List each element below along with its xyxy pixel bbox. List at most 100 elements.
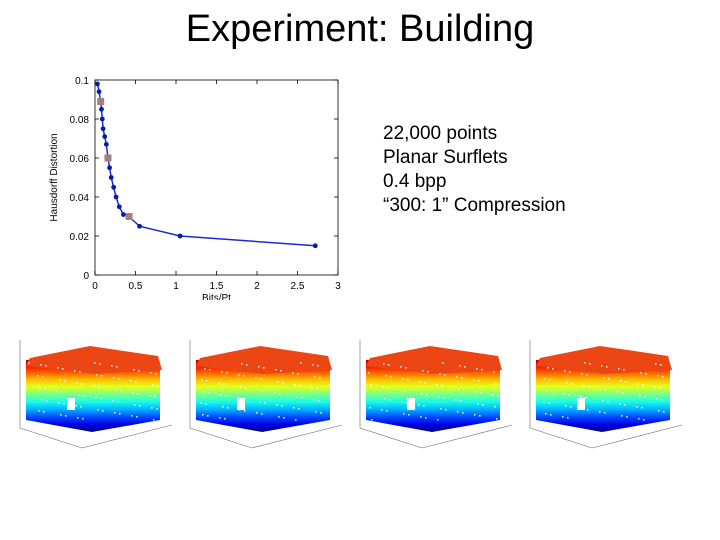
- point-gap: [45, 365, 47, 367]
- render-y-axis: [81, 424, 173, 449]
- point-gap: [78, 394, 80, 396]
- point-gap: [547, 367, 549, 369]
- point-gap: [426, 394, 428, 396]
- data-point: [99, 116, 105, 122]
- point-gap: [281, 405, 283, 407]
- point-gap: [570, 406, 572, 408]
- point-gap: [157, 385, 159, 387]
- point-gap: [294, 384, 296, 386]
- point-gap: [59, 379, 61, 381]
- point-gap: [201, 379, 203, 381]
- data-point: [137, 223, 142, 229]
- point-gap: [205, 403, 207, 405]
- point-gap: [408, 414, 410, 416]
- point-gap: [549, 379, 551, 381]
- point-gap: [130, 380, 132, 382]
- point-gap: [565, 405, 567, 407]
- data-point: [120, 212, 126, 217]
- building-render-1: [19, 340, 173, 449]
- point-gap: [83, 395, 85, 397]
- point-gap: [464, 366, 466, 368]
- x-tick-label: 1.5: [210, 281, 224, 292]
- point-gap: [244, 410, 246, 412]
- point-gap: [657, 375, 659, 377]
- point-gap: [76, 382, 78, 384]
- point-gap: [550, 414, 552, 416]
- data-point: [107, 165, 112, 171]
- point-gap: [403, 413, 405, 415]
- point-gap: [602, 400, 604, 402]
- point-gap: [655, 363, 657, 365]
- point-gap: [102, 410, 104, 412]
- point-gap: [589, 363, 591, 365]
- x-tick-label: 0.5: [129, 281, 143, 292]
- point-gap: [369, 407, 371, 409]
- point-gap: [419, 381, 421, 383]
- point-gap: [263, 367, 265, 369]
- detail-compression: “300: 1” Compression: [383, 195, 566, 216]
- point-gap: [621, 415, 623, 417]
- point-gap: [566, 382, 568, 384]
- point-gap: [112, 400, 114, 402]
- point-gap: [406, 402, 408, 404]
- point-gap: [400, 366, 402, 368]
- detail-point-count: 22,000 points: [383, 123, 498, 144]
- point-gap: [264, 402, 266, 404]
- point-gap: [383, 363, 385, 365]
- point-gap: [153, 419, 155, 421]
- point-gap: [246, 364, 248, 366]
- point-gap: [95, 397, 97, 399]
- y-tick-label: 0.04: [70, 193, 90, 204]
- point-gap: [75, 405, 77, 407]
- point-gap: [388, 364, 390, 366]
- data-point: [113, 194, 119, 200]
- render-x-axis: [19, 427, 83, 449]
- point-gap: [605, 389, 607, 391]
- point-gap: [546, 390, 548, 392]
- data-point: [111, 184, 117, 190]
- point-gap: [41, 399, 43, 401]
- point-gap: [626, 416, 628, 418]
- point-gap: [636, 406, 638, 408]
- point-gap: [225, 395, 227, 397]
- point-gap: [277, 381, 279, 383]
- point-gap: [100, 398, 102, 400]
- point-gap: [625, 381, 627, 383]
- point-gap: [299, 385, 301, 387]
- point-gap: [206, 380, 208, 382]
- point-gap: [61, 391, 63, 393]
- point-gap: [318, 400, 320, 402]
- point-gap: [581, 373, 583, 375]
- point-gap: [79, 371, 81, 373]
- point-gap: [569, 371, 571, 373]
- point-gap: [28, 362, 30, 364]
- point-gap: [200, 402, 202, 404]
- point-gap: [568, 394, 570, 396]
- point-gap: [482, 404, 484, 406]
- point-gap: [563, 393, 565, 395]
- point-gap: [571, 383, 573, 385]
- point-gap: [381, 409, 383, 411]
- point-gap: [640, 372, 642, 374]
- point-gap: [276, 404, 278, 406]
- point-gap: [656, 398, 658, 400]
- point-gap: [298, 408, 300, 410]
- point-gap: [311, 387, 313, 389]
- point-gap: [462, 412, 464, 414]
- point-gap: [474, 414, 476, 416]
- point-gap: [495, 383, 497, 385]
- render-x-axis: [529, 427, 593, 449]
- point-gap: [58, 402, 60, 404]
- point-gap: [293, 407, 295, 409]
- point-gap: [425, 417, 427, 419]
- point-gap: [223, 383, 225, 385]
- point-gap: [587, 409, 589, 411]
- point-gap: [404, 390, 406, 392]
- x-tick-label: 2.5: [291, 281, 305, 292]
- data-point: [99, 106, 104, 112]
- building-body: [26, 356, 160, 432]
- point-gap: [138, 370, 140, 372]
- point-gap: [580, 396, 582, 398]
- building-opening: [577, 398, 585, 410]
- point-gap: [443, 397, 445, 399]
